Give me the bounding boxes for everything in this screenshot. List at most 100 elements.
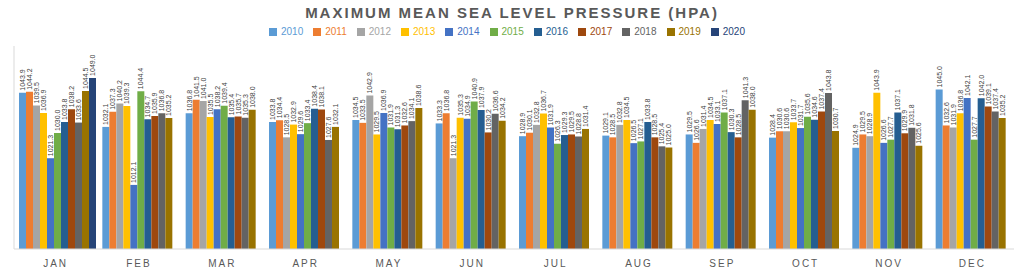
svg-text:1028.4: 1028.4 [769, 114, 776, 136]
svg-text:1033.7: 1033.7 [790, 99, 797, 121]
svg-text:1034.7: 1034.7 [144, 96, 151, 118]
svg-text:1043.8: 1043.8 [825, 69, 832, 91]
svg-text:1038.0: 1038.0 [749, 86, 756, 108]
svg-text:1027.1: 1027.1 [637, 118, 644, 140]
svg-text:1029.5: 1029.5 [686, 111, 693, 133]
svg-text:1026.3: 1026.3 [554, 120, 561, 142]
svg-text:1032.8: 1032.8 [616, 101, 623, 123]
svg-text:1028.8: 1028.8 [575, 113, 582, 135]
svg-text:1028.5: 1028.5 [651, 114, 658, 136]
svg-text:1034.6: 1034.6 [811, 96, 818, 118]
svg-text:1031.4: 1031.4 [700, 105, 707, 127]
svg-text:1036.8: 1036.8 [158, 90, 165, 112]
svg-text:JUN: JUN [460, 258, 485, 269]
svg-text:1032.6: 1032.6 [943, 102, 950, 124]
svg-text:1033.8: 1033.8 [644, 98, 651, 120]
svg-text:1033.5: 1033.5 [359, 99, 366, 121]
svg-text:1035.9: 1035.9 [151, 92, 158, 114]
svg-text:1029.9: 1029.9 [901, 110, 908, 132]
svg-text:1029.3: 1029.3 [561, 112, 568, 134]
svg-text:1026.6: 1026.6 [880, 119, 887, 141]
svg-text:1036.8: 1036.8 [957, 90, 964, 112]
svg-text:1030.1: 1030.1 [526, 109, 533, 131]
svg-text:1040.9: 1040.9 [471, 78, 478, 100]
svg-text:JAN: JAN [43, 258, 68, 269]
svg-text:1033.3: 1033.3 [436, 100, 443, 122]
svg-text:1030.0: 1030.0 [54, 109, 61, 131]
svg-text:1044.5: 1044.5 [82, 67, 89, 89]
svg-text:1037.9: 1037.9 [478, 87, 485, 109]
svg-text:1032.8: 1032.8 [533, 101, 540, 123]
svg-text:1038.6: 1038.6 [415, 85, 422, 107]
svg-text:1029.1: 1029.1 [602, 112, 609, 134]
svg-text:1035.2: 1035.2 [165, 94, 172, 116]
svg-text:1028.5: 1028.5 [283, 114, 290, 136]
svg-text:1042.9: 1042.9 [366, 72, 373, 94]
svg-text:1034.4: 1034.4 [276, 97, 283, 119]
svg-text:1038.2: 1038.2 [68, 86, 75, 108]
svg-text:MAR: MAR [208, 258, 236, 269]
svg-text:1033.6: 1033.6 [75, 99, 82, 121]
svg-text:1033.8: 1033.8 [269, 98, 276, 120]
svg-text:1029.5: 1029.5 [568, 111, 575, 133]
svg-text:1030.7: 1030.7 [832, 107, 839, 129]
svg-text:OCT: OCT [792, 258, 819, 269]
svg-text:1036.9: 1036.9 [380, 89, 387, 111]
svg-text:1038.2: 1038.2 [214, 86, 221, 108]
svg-text:1026.6: 1026.6 [693, 119, 700, 141]
svg-text:1031.3: 1031.3 [394, 106, 401, 128]
svg-text:1035.3: 1035.3 [457, 94, 464, 116]
svg-text:1030.6: 1030.6 [776, 108, 783, 130]
svg-text:1038.1: 1038.1 [318, 86, 325, 108]
svg-text:1032.6: 1032.6 [401, 102, 408, 124]
svg-text:1027.7: 1027.7 [971, 116, 978, 138]
svg-text:1028.9: 1028.9 [866, 113, 873, 135]
svg-text:1039.1: 1039.1 [985, 83, 992, 105]
svg-text:1032.1: 1032.1 [332, 103, 339, 125]
svg-text:1030.6: 1030.6 [783, 108, 790, 130]
svg-text:1036.9: 1036.9 [40, 89, 47, 111]
svg-text:1032.1: 1032.1 [102, 103, 109, 125]
svg-text:1042.0: 1042.0 [978, 75, 985, 97]
svg-text:1036.8: 1036.8 [443, 90, 450, 112]
svg-text:1030.2: 1030.2 [485, 109, 492, 131]
svg-text:1040.2: 1040.2 [116, 80, 123, 102]
svg-text:1035.5: 1035.5 [207, 94, 214, 116]
svg-text:1043.9: 1043.9 [873, 69, 880, 91]
svg-text:1025.6: 1025.6 [915, 122, 922, 144]
svg-text:SEP: SEP [709, 258, 735, 269]
svg-text:1030.3: 1030.3 [728, 109, 735, 131]
svg-text:JUL: JUL [544, 258, 568, 269]
svg-text:1027.7: 1027.7 [887, 116, 894, 138]
svg-text:1033.1: 1033.1 [714, 100, 721, 122]
svg-text:1012.1: 1012.1 [130, 161, 137, 183]
svg-text:1029.5: 1029.5 [859, 111, 866, 133]
svg-text:1031.9: 1031.9 [950, 104, 957, 126]
svg-text:1044.4: 1044.4 [137, 68, 144, 90]
svg-text:1035.6: 1035.6 [804, 93, 811, 115]
svg-text:1034.5: 1034.5 [352, 96, 359, 118]
svg-text:1038.4: 1038.4 [311, 85, 318, 107]
svg-text:1031.9: 1031.9 [387, 104, 394, 126]
svg-text:1037.1: 1037.1 [721, 89, 728, 111]
svg-text:1035.7: 1035.7 [235, 93, 242, 115]
svg-text:1033.4: 1033.4 [304, 100, 311, 122]
svg-text:NOV: NOV [875, 258, 903, 269]
svg-text:1033.8: 1033.8 [61, 98, 68, 120]
svg-text:1037.1: 1037.1 [894, 89, 901, 111]
svg-text:1025.0: 1025.0 [665, 124, 672, 146]
svg-text:1021.3: 1021.3 [450, 135, 457, 157]
svg-text:1031.9: 1031.9 [547, 104, 554, 126]
svg-text:1028.5: 1028.5 [609, 114, 616, 136]
svg-text:1024.9: 1024.9 [852, 124, 859, 146]
svg-text:AUG: AUG [625, 258, 653, 269]
svg-text:1029.6: 1029.6 [297, 111, 304, 133]
svg-text:APR: APR [292, 258, 319, 269]
svg-text:1037.4: 1037.4 [992, 88, 999, 110]
svg-text:1039.3: 1039.3 [123, 83, 130, 105]
svg-text:1031.7: 1031.7 [797, 105, 804, 127]
svg-text:1034.9: 1034.9 [464, 95, 471, 117]
svg-text:1044.2: 1044.2 [26, 68, 33, 90]
svg-text:1028.9: 1028.9 [519, 113, 526, 135]
svg-text:1037.3: 1037.3 [109, 88, 116, 110]
